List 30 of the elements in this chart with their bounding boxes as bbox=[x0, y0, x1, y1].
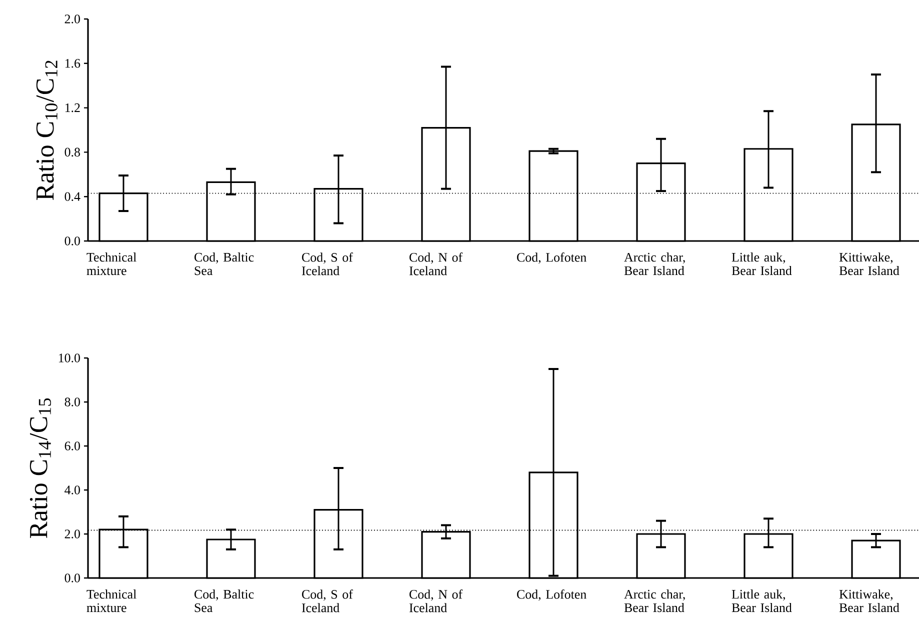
y-tick-label: 0.8 bbox=[64, 148, 80, 157]
x-tick-label: Arctic char, Bear Island bbox=[624, 590, 685, 612]
y-tick-label: 2.0 bbox=[64, 530, 80, 538]
x-tick-label: Cod, Baltic Sea bbox=[194, 590, 254, 612]
x-tick-label: Cod, Baltic Sea bbox=[194, 252, 254, 276]
x-tick-label: Cod, N of Iceland bbox=[409, 590, 463, 612]
x-tick-label: Little auk, Bear Island bbox=[732, 590, 792, 612]
x-tick-label: Cod, N of Iceland bbox=[409, 252, 463, 276]
y-tick-label: 0.0 bbox=[64, 236, 80, 246]
x-tick-label: Kittiwake, Bear Island bbox=[839, 590, 900, 612]
x-tick-label: Cod, Lofoten bbox=[517, 590, 586, 601]
x-tick-label: Cod, S of Iceland bbox=[302, 590, 353, 612]
x-tick-label: Kittiwake, Bear Island bbox=[839, 252, 900, 276]
x-tick-label: Cod, Lofoten bbox=[517, 252, 586, 264]
y-tick-label: 4.0 bbox=[64, 486, 80, 494]
y-tick-label: 10.0 bbox=[58, 354, 80, 362]
y-tick-label: 1.6 bbox=[65, 59, 80, 68]
x-tick-label: Arctic char, Bear Island bbox=[624, 252, 685, 276]
y-tick-label: 0.4 bbox=[64, 192, 80, 201]
y-axis-title: Ratio C$_{14}$/C$_{15}$ bbox=[30, 398, 51, 538]
y-tick-label: 2.0 bbox=[64, 14, 80, 24]
x-tick-label: Technical mixture bbox=[86, 590, 136, 612]
x-tick-label: Little auk, Bear Island bbox=[732, 252, 792, 276]
y-tick-label: 8.0 bbox=[64, 398, 80, 406]
y-tick-label: 0.0 bbox=[64, 574, 80, 582]
x-tick-label: Technical mixture bbox=[86, 252, 136, 276]
x-tick-label: Cod, S of Iceland bbox=[302, 252, 353, 276]
y-axis-title: Ratio C$_{10}$/C$_{12}$ bbox=[36, 60, 58, 200]
y-tick-label: 6.0 bbox=[64, 442, 80, 450]
y-tick-label: 1.2 bbox=[65, 103, 80, 112]
